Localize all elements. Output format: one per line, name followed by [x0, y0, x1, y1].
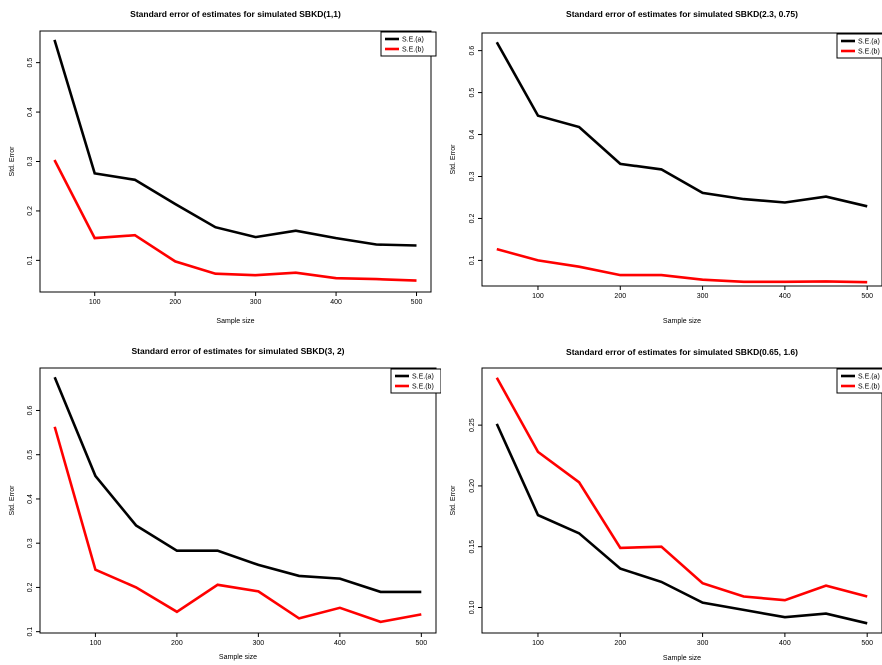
x-tick-label: 400	[779, 640, 791, 647]
legend: S.E.(a) S.E.(b)	[380, 31, 437, 57]
legend-label: S.E.(a)	[858, 39, 880, 46]
chart-panel-top-right: Standard error of estimates for simulate…	[441, 0, 882, 333]
chart-title: Standard error of estimates for simulate…	[130, 9, 341, 19]
y-axis-label: Std. Error	[9, 146, 16, 177]
chart-panel-bottom-right: Standard error of estimates for simulate…	[441, 333, 882, 665]
chart-svg: Standard error of estimates for simulate…	[450, 347, 882, 662]
x-tick-label: 100	[89, 299, 101, 306]
x-tick-label: 400	[779, 293, 791, 300]
y-tick-label: 0.25	[469, 418, 476, 432]
y-tick-label: 0.15	[469, 540, 476, 554]
legend-label: S.E.(a)	[412, 374, 434, 381]
y-tick-label: 0.5	[27, 450, 34, 460]
series-line-se-b	[496, 247, 868, 284]
y-tick-label: 0.2	[27, 582, 34, 592]
legend: S.E.(a) S.E.(b)	[836, 33, 882, 59]
y-tick-label: 0.4	[469, 130, 476, 140]
plot-frame	[39, 30, 432, 293]
chart-title: Standard error of estimates for simulate…	[566, 9, 798, 19]
x-tick-label: 100	[532, 640, 544, 647]
x-tick-label: 500	[415, 640, 427, 647]
legend-label: S.E.(a)	[402, 37, 424, 44]
series-line-se-a	[495, 423, 868, 625]
x-axis-label: Sample size	[663, 655, 701, 662]
x-tick-label: 400	[330, 299, 342, 306]
y-tick-label: 0.20	[469, 479, 476, 493]
legend-label: S.E.(b)	[858, 384, 880, 391]
x-tick-label: 200	[171, 640, 183, 647]
series-line-se-b	[495, 377, 868, 602]
chart-svg: Standard error of estimates for simulate…	[450, 9, 882, 325]
plot-frame	[481, 32, 882, 287]
y-tick-label: 0.4	[27, 107, 34, 117]
series-line-se-a	[53, 376, 422, 594]
chart-svg: Standard error of estimates for simulate…	[9, 9, 437, 325]
y-tick-label: 0.6	[27, 406, 34, 416]
y-tick-label: 0.1	[27, 255, 34, 265]
series-line-se-b	[53, 426, 422, 624]
plot-frame	[481, 367, 882, 634]
y-tick-label: 0.4	[27, 494, 34, 504]
y-tick-label: 0.3	[27, 157, 34, 167]
y-tick-label: 0.6	[469, 46, 476, 56]
legend-box	[380, 31, 437, 57]
chart-title: Standard error of estimates for simulate…	[131, 346, 344, 356]
series-line-se-a	[53, 39, 417, 247]
y-tick-label: 0.3	[27, 538, 34, 548]
x-tick-label: 300	[253, 640, 265, 647]
y-axis-label: Std. Error	[450, 485, 457, 516]
plot-frame	[39, 367, 437, 634]
chart-panel-bottom-left: Standard error of estimates for simulate…	[0, 333, 441, 665]
legend-label: S.E.(a)	[858, 374, 880, 381]
x-tick-label: 500	[861, 293, 873, 300]
series-line-se-b	[53, 159, 417, 282]
x-tick-label: 200	[614, 293, 626, 300]
x-tick-label: 500	[411, 299, 423, 306]
x-tick-label: 300	[697, 293, 709, 300]
x-tick-label: 500	[861, 640, 873, 647]
legend: S.E.(a) S.E.(b)	[836, 368, 882, 394]
y-tick-label: 0.2	[27, 206, 34, 216]
chart-panel-top-left: Standard error of estimates for simulate…	[0, 0, 441, 333]
x-tick-label: 300	[697, 640, 709, 647]
legend-box	[836, 33, 882, 59]
x-tick-label: 200	[614, 640, 626, 647]
y-tick-label: 0.1	[27, 627, 34, 637]
y-tick-label: 0.2	[469, 213, 476, 223]
y-tick-label: 0.5	[469, 88, 476, 98]
y-axis-label: Std. Error	[450, 144, 457, 175]
x-tick-label: 400	[334, 640, 346, 647]
legend-label: S.E.(b)	[412, 384, 434, 391]
x-tick-label: 300	[250, 299, 262, 306]
legend-label: S.E.(b)	[402, 47, 424, 54]
x-axis-label: Sample size	[219, 654, 257, 661]
y-tick-label: 0.5	[27, 58, 34, 68]
legend-box	[390, 368, 441, 394]
x-tick-label: 200	[169, 299, 181, 306]
legend-box	[836, 368, 882, 394]
chart-title: Standard error of estimates for simulate…	[566, 347, 798, 357]
x-tick-label: 100	[90, 640, 102, 647]
y-tick-label: 0.3	[469, 172, 476, 182]
x-tick-label: 100	[532, 293, 544, 300]
series-line-se-a	[495, 41, 868, 208]
legend: S.E.(a) S.E.(b)	[390, 368, 441, 394]
x-axis-label: Sample size	[216, 318, 254, 325]
chart-svg: Standard error of estimates for simulate…	[9, 346, 441, 661]
x-axis-label: Sample size	[663, 318, 701, 325]
legend-label: S.E.(b)	[858, 49, 880, 56]
y-axis-label: Std. Error	[9, 485, 16, 516]
y-tick-label: 0.1	[469, 255, 476, 265]
y-tick-label: 0.10	[469, 601, 476, 615]
